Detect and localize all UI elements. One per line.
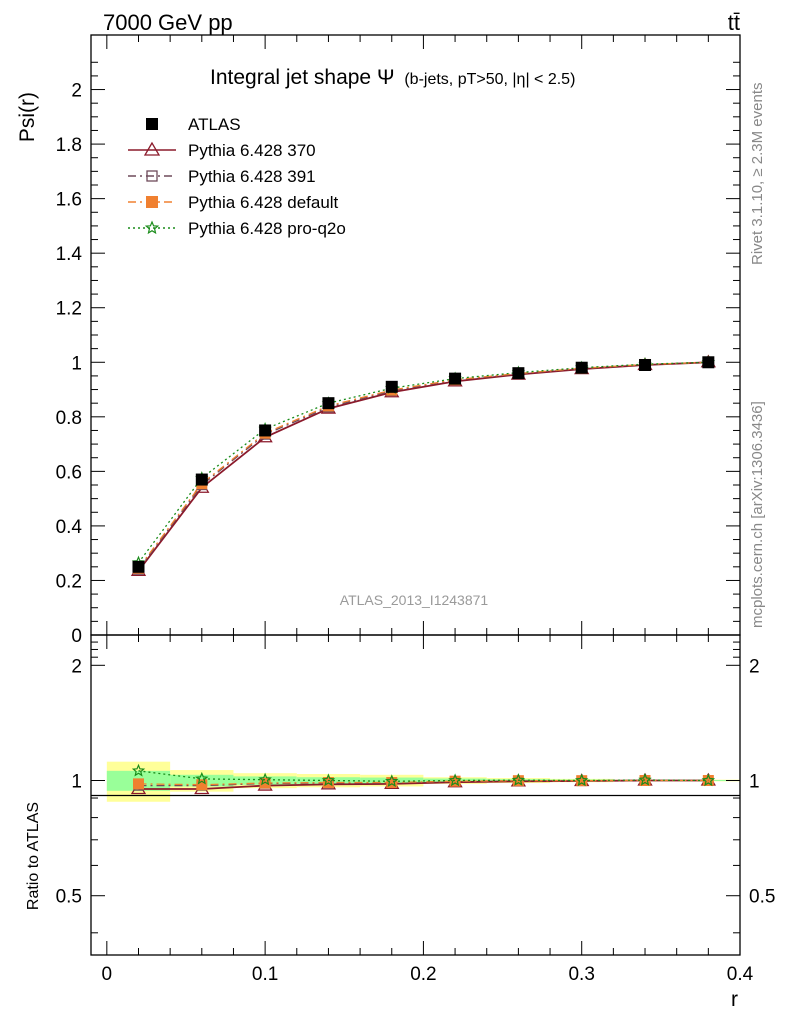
energy-label: 7000 GeV pp xyxy=(103,10,233,35)
data-point xyxy=(146,170,158,182)
rivet-version-label: Rivet 3.1.10, ≥ 2.3M events xyxy=(749,83,766,266)
ratio-panel-frame xyxy=(90,634,741,956)
data-point xyxy=(639,775,651,787)
x-tick-label: 0.3 xyxy=(568,964,594,985)
y-tick-label: 1.8 xyxy=(56,135,82,156)
data-point xyxy=(385,774,399,788)
series-line xyxy=(137,361,709,569)
legend-item: Pythia 6.428 default xyxy=(128,193,339,212)
data-point xyxy=(638,772,652,786)
data-point xyxy=(386,777,398,789)
series-atlas xyxy=(132,356,715,573)
series-pythia-6-428-default xyxy=(132,356,714,574)
y-tick-label: 1.6 xyxy=(56,190,82,211)
data-point xyxy=(448,773,462,787)
series-pythia-6-428-370 xyxy=(130,354,716,577)
y-tick-label: 0.6 xyxy=(56,462,82,483)
data-point xyxy=(321,773,336,787)
y-tick-label: 0 xyxy=(71,626,82,647)
y-tick-label: 1 xyxy=(71,353,82,374)
data-point xyxy=(132,560,145,573)
data-point xyxy=(701,773,716,787)
y-tick-label: 0.4 xyxy=(56,517,83,538)
legend-label: Pythia 6.428 370 xyxy=(188,141,316,160)
chart-title: Integral jet shape Ψ (b-jets, pT>50, |η|… xyxy=(210,66,575,89)
legend-item: ATLAS xyxy=(146,115,241,134)
ratio-y-axis-label: Ratio to ATLAS xyxy=(25,802,42,910)
data-point xyxy=(195,473,208,486)
data-point xyxy=(131,763,146,777)
legend: ATLAS Pythia 6.428 370 Pythia 6.428 391 Pyt… xyxy=(128,115,346,238)
ratio-y-tick-label: 0.5 xyxy=(56,887,82,908)
ratio-line xyxy=(138,770,709,782)
ratio-y-tick-label: 1 xyxy=(71,772,82,793)
data-point xyxy=(449,775,461,787)
legend-label: Pythia 6.428 default xyxy=(188,193,339,212)
data-point xyxy=(385,380,398,393)
series-line xyxy=(137,361,709,570)
analysis-watermark: ATLAS_2013_I1243871 xyxy=(340,592,489,608)
data-point xyxy=(146,196,158,208)
data-point xyxy=(702,356,715,369)
legend-label: Pythia 6.428 391 xyxy=(188,167,316,186)
x-tick-label: 0.2 xyxy=(410,964,436,985)
legend-item: Pythia 6.428 370 xyxy=(128,141,316,160)
data-point xyxy=(195,771,209,785)
x-axis-label: r xyxy=(731,988,738,1011)
legend-item: Pythia 6.428 pro-q2o xyxy=(128,219,346,238)
y-tick-label: 1.4 xyxy=(56,244,83,265)
ratio-y-tick-label-right: 2 xyxy=(749,656,760,677)
ratio-y-tick-label-right: 1 xyxy=(749,772,760,793)
data-point xyxy=(511,773,526,786)
ratio-y-tick-label: 2 xyxy=(71,656,82,677)
data-point xyxy=(322,397,335,410)
mcplots-label: mcplots.cern.ch [arXiv:1306.3436] xyxy=(749,401,766,628)
data-point xyxy=(143,141,161,156)
main-y-axis-label: Psi(r) xyxy=(16,92,39,142)
main-panel: Integral jet shape Ψ (b-jets, pT>50, |η|… xyxy=(16,34,741,647)
data-point xyxy=(259,777,271,789)
data-point xyxy=(146,118,158,130)
ratio-panel: 0 0.1 0.2 0.3 0.4 0.5 0.5 1 1 2 2 Ratio to ATLAS r xyxy=(25,634,775,1011)
legend-item: Pythia 6.428 391 xyxy=(128,167,316,186)
y-tick-label: 0.8 xyxy=(56,408,82,429)
data-point xyxy=(144,220,160,235)
x-tick-label: 0 xyxy=(102,964,113,985)
data-point xyxy=(639,359,652,371)
series-pythia-6-428-pro-q2o xyxy=(131,355,716,569)
x-tick-label: 0.4 xyxy=(727,964,754,985)
y-tick-label: 2 xyxy=(71,81,82,102)
series-pythia-6-428-391 xyxy=(133,357,714,575)
data-point xyxy=(576,775,588,787)
data-point xyxy=(132,778,144,790)
data-point xyxy=(258,772,272,786)
data-point xyxy=(575,773,589,787)
data-point xyxy=(259,424,272,437)
data-point xyxy=(196,779,208,791)
legend-label: Pythia 6.428 pro-q2o xyxy=(188,219,346,238)
y-tick-label: 1.2 xyxy=(56,299,82,320)
data-point xyxy=(449,372,462,385)
ratio-y-tick-label-right: 0.5 xyxy=(749,887,775,908)
process-label: tt̄ xyxy=(728,10,740,35)
y-tick-label: 0.2 xyxy=(56,571,82,592)
data-point xyxy=(702,775,714,787)
ratio-series-pythia-6-428-pro-q2o xyxy=(131,763,716,788)
series-line xyxy=(137,361,709,564)
x-tick-label: 0.1 xyxy=(252,964,278,985)
legend-label: ATLAS xyxy=(188,115,241,134)
data-point xyxy=(512,367,525,380)
data-point xyxy=(575,361,588,374)
